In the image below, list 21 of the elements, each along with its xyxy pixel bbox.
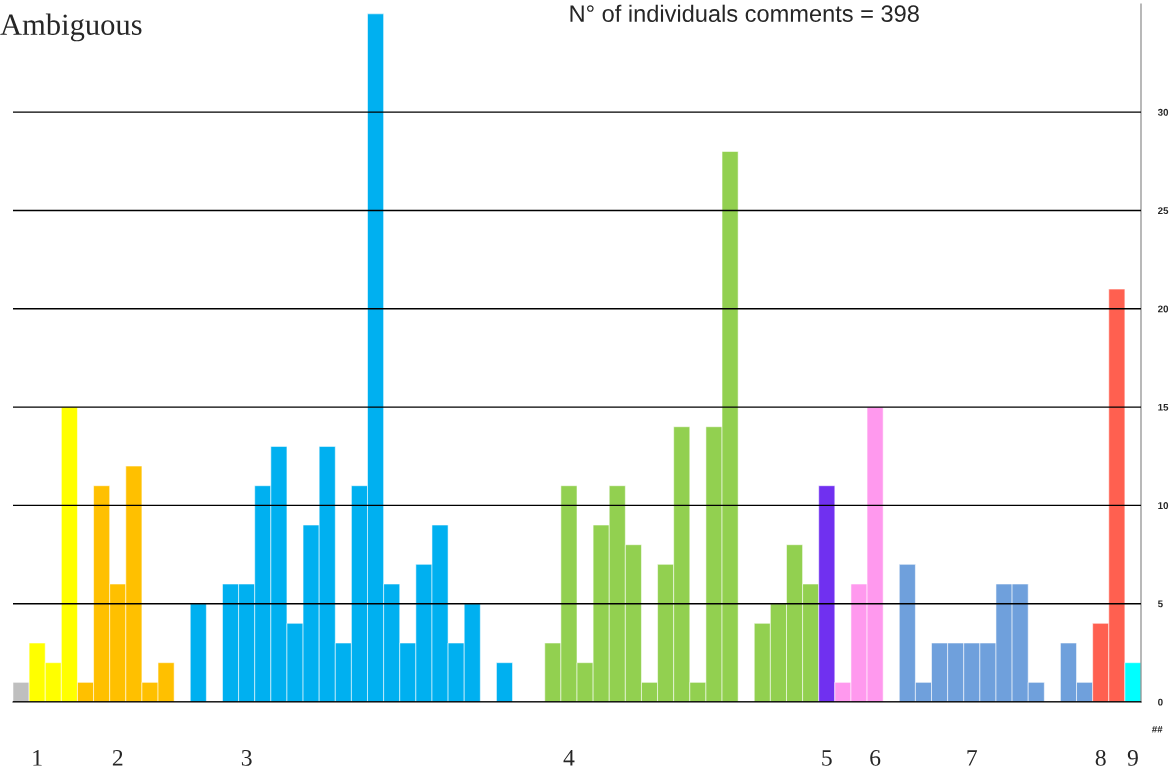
y-tick-label: 20 <box>1158 305 1169 313</box>
y-tick-label: 25 <box>1158 207 1169 215</box>
x-tick-label: 5 <box>822 750 832 766</box>
x-tick-label: 4 <box>563 750 575 766</box>
x-tick-label: 8 <box>1095 749 1106 766</box>
x-tick-label: 6 <box>870 749 881 766</box>
bar <box>189 603 207 702</box>
y-tick-label: 15 <box>1158 403 1169 411</box>
bar <box>496 662 513 702</box>
x-tick-label: 2 <box>112 749 123 766</box>
x-tick-label: 1 <box>33 750 42 766</box>
x-tick-label: 9 <box>1127 749 1138 766</box>
chart-subtitle: N° of individuals comments = 398 <box>570 4 919 23</box>
chart-title: Ambiguous <box>0 13 142 42</box>
x-tick-label: 7 <box>967 750 978 766</box>
y-tick-label: 5 <box>1157 600 1163 608</box>
y-tick-label: 10 <box>1158 502 1169 509</box>
y-tick-label: 0 <box>1158 698 1163 706</box>
text: ## <box>1151 725 1163 733</box>
y-tick-label: 30 <box>1157 108 1169 116</box>
x-tick-label: 3 <box>241 749 252 766</box>
